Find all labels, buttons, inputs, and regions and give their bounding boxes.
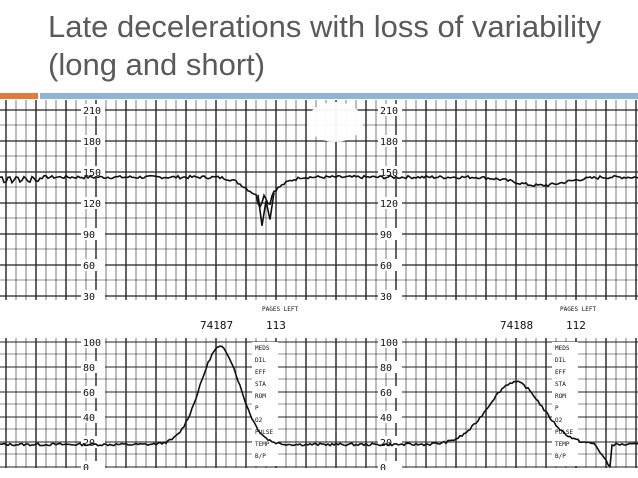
uc-side-label: P <box>555 405 559 412</box>
fhr-strip: 210 180 150 120 90 60 30 210 180 150 120 90 60 30 <box>0 100 638 305</box>
uc-scale-label: 80 <box>380 363 392 374</box>
uc-strip: 100 80 60 40 20 0 100 80 60 40 20 0 MEDS DIL EFF STA ROM… <box>0 338 638 470</box>
pages-left-value-2: 112 <box>566 319 586 332</box>
uc-side-label: EFF <box>555 369 566 376</box>
panel-number-2: 74188 <box>500 319 533 332</box>
uc-scale-label: 100 <box>380 338 398 349</box>
uc-side-label: STA <box>255 381 266 388</box>
uc-side-label: B/P <box>555 453 566 460</box>
uc-side-label: ROM <box>255 393 266 400</box>
fhr-scale-label: 90 <box>380 230 392 241</box>
uc-scale-label: 60 <box>380 388 392 399</box>
uc-side-label: B/P <box>255 453 266 460</box>
title-accent-orange <box>0 93 38 99</box>
slide-title: Late decelerations with loss of variabil… <box>48 9 602 82</box>
panel-number-1: 74187 <box>200 319 233 332</box>
uc-side-label: O2 <box>555 417 563 424</box>
uc-side-label: EFF <box>255 369 266 376</box>
fhr-scale-label: 150 <box>83 168 101 179</box>
uc-scale-label: 40 <box>380 413 392 424</box>
uc-trace <box>0 345 638 469</box>
fhr-scale-label: 60 <box>83 261 95 272</box>
fhr-scale-label: 180 <box>83 137 101 148</box>
fhr-scale-label: 210 <box>380 106 398 117</box>
uc-side-label: MEDS <box>555 345 570 352</box>
fhr-scale-label: 90 <box>83 230 95 241</box>
uc-side-label: STA <box>555 381 566 388</box>
uc-scale-label: 80 <box>83 363 95 374</box>
fhr-scale-label: 210 <box>83 106 101 117</box>
pages-left-label-1: PAGES LEFT <box>262 306 299 313</box>
uc-side-label: TEMP <box>555 441 570 448</box>
fhr-decel-spike <box>257 192 275 226</box>
title-accent-blue <box>40 93 638 99</box>
uc-side-label: P <box>255 405 259 412</box>
fhr-scale-label: 180 <box>380 137 398 148</box>
fhr-trace <box>0 174 638 209</box>
fhr-scale-label: 150 <box>380 168 398 179</box>
uc-side-label: ROM <box>555 393 566 400</box>
fhr-chart: 210 180 150 120 90 60 30 210 180 150 120 90 60 30 <box>0 100 638 303</box>
uc-scale-label: 0 <box>380 463 386 470</box>
uc-side-label: PULSE <box>255 429 273 436</box>
uc-side-label: DIL <box>255 357 266 364</box>
pages-left-value-1: 113 <box>266 319 286 332</box>
pages-left-label-2: PAGES LEFT <box>560 306 597 313</box>
panel-info-band: 74187 PAGES LEFT 113 74188 PAGES LEFT 11… <box>0 305 638 338</box>
uc-scale-label: 0 <box>83 463 89 470</box>
fhr-scale-label: 30 <box>83 292 95 303</box>
uc-side-label: O2 <box>255 417 263 424</box>
uc-side-label: DIL <box>555 357 566 364</box>
fhr-scale-label: 30 <box>380 292 392 303</box>
fhr-scale-label: 120 <box>380 199 398 210</box>
uc-side-label: TEMP <box>255 441 270 448</box>
uc-scale-label: 40 <box>83 413 95 424</box>
uc-scale-label: 20 <box>83 438 95 449</box>
fhr-scale-label: 120 <box>83 199 101 210</box>
fhr-scale-label: 60 <box>380 261 392 272</box>
uc-scale-label: 60 <box>83 388 95 399</box>
uc-scale-label: 100 <box>83 338 101 349</box>
uc-chart: 100806040200100806040200MEDSDILEFFSTAROM… <box>0 338 638 470</box>
uc-side-label: MEDS <box>255 345 270 352</box>
